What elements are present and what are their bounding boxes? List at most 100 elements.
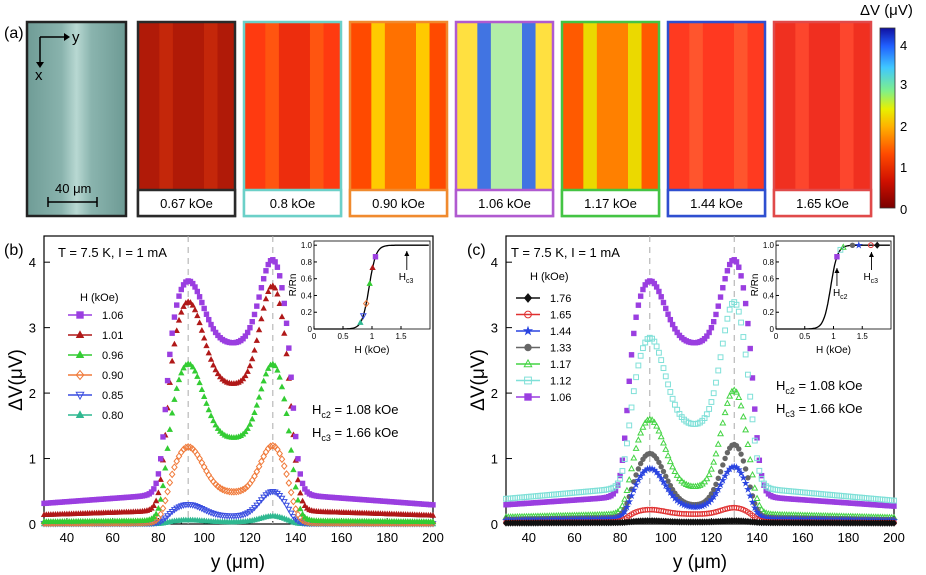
data-point: [635, 302, 642, 308]
data-point: [171, 396, 178, 402]
data-point: [258, 285, 265, 291]
data-point: [256, 294, 262, 300]
legend-marker: [75, 369, 85, 381]
data-point: [253, 502, 261, 509]
data-point: [153, 480, 159, 487]
legend-label: 1.76: [550, 293, 571, 305]
data-point: [274, 366, 281, 373]
data-point: [749, 416, 756, 423]
map-edge-band: [689, 22, 703, 190]
legend-marker: [524, 310, 532, 319]
data-point: [178, 369, 185, 376]
data-point: [297, 505, 304, 512]
data-point: [155, 471, 162, 477]
data-point: [637, 293, 644, 299]
data-point: [166, 426, 174, 432]
field-annotation: Hc2 = 1.08 kOe Hc3 = 1.66 kOe: [776, 378, 862, 419]
x-tick-label: 40: [522, 530, 536, 545]
data-point: [193, 503, 201, 511]
data-point: [214, 425, 222, 431]
data-point: [248, 507, 256, 514]
data-point: [160, 434, 166, 440]
data-point: [752, 406, 758, 412]
data-point: [717, 429, 725, 437]
y-ticks: 0 1 2 3 4: [491, 255, 512, 532]
data-point: [657, 474, 666, 482]
legend-entry: 0.96: [68, 350, 123, 362]
y-tick-label: 4: [491, 255, 498, 270]
y-ticks: 0 1 2 3 4: [29, 255, 50, 532]
x-axis-label: y (μm): [673, 552, 727, 573]
legend-marker: [75, 330, 85, 339]
data-point: [276, 373, 283, 380]
legend: H (kOe) 1.06 1.01 0.96 0.90 0.85 0.80: [68, 292, 123, 422]
inset-x-tick-label: 1.5: [395, 332, 407, 341]
data-point: [255, 393, 263, 400]
field-map: 0.8 kOe: [242, 20, 343, 218]
data-point: [739, 412, 747, 420]
map-center: [490, 22, 522, 190]
data-point: [203, 400, 210, 406]
data-point: [706, 406, 713, 412]
y-tick-label: 1: [491, 452, 498, 467]
data-point: [244, 425, 251, 431]
data-point: [159, 482, 167, 489]
map-edge-band: [583, 22, 597, 190]
data-point: [251, 505, 259, 512]
data-point: [669, 463, 677, 470]
inset-x-tick-label: 1: [831, 332, 836, 341]
data-point: [637, 460, 644, 467]
data-point: [178, 286, 184, 293]
y-tick-label: 2: [29, 386, 36, 401]
optical-image: y x 40 μm: [25, 20, 128, 218]
data-point: [196, 319, 203, 326]
data-point: [157, 510, 164, 519]
data-point: [733, 259, 740, 265]
data-point: [730, 386, 738, 393]
data-point: [281, 300, 287, 307]
y-axis-label: ΔV(μV): [468, 349, 489, 411]
data-point: [710, 390, 717, 397]
data-point: [639, 423, 647, 430]
data-point: [713, 311, 719, 318]
data-point: [733, 301, 740, 308]
data-point: [198, 506, 206, 513]
data-point: [207, 356, 215, 362]
data-point: [678, 477, 686, 484]
data-point: [260, 494, 268, 501]
data-point: [629, 485, 638, 494]
x-tick-label: 180: [376, 530, 398, 545]
legend-label: 0.85: [102, 390, 123, 402]
data-point: [205, 406, 212, 413]
data-point: [251, 346, 258, 353]
legend-entry: 1.17: [516, 358, 571, 371]
scale-bar-label: 40 μm: [55, 181, 91, 196]
data-point: [621, 456, 628, 463]
hc3-annotation: Hc3 = 1.66 kOe: [312, 425, 398, 443]
data-point: [247, 324, 253, 331]
data-point: [278, 495, 286, 503]
colorbar-tick: 2: [900, 119, 907, 134]
map-field-label: 0.90 kOe: [372, 196, 425, 211]
field-map: 0.67 kOe: [136, 20, 237, 218]
data-point: [155, 505, 162, 511]
data-point: [738, 451, 744, 457]
data-point: [617, 475, 624, 482]
y-tick-label: 2: [491, 386, 498, 401]
data-point: [292, 483, 299, 490]
data-point: [226, 487, 233, 496]
data-point: [706, 329, 712, 336]
data-point: [285, 427, 292, 434]
legend-entry: 0.90: [68, 369, 123, 382]
legend-marker: [76, 311, 84, 319]
inset-y-label: R/Rn: [288, 274, 299, 297]
data-point: [239, 375, 247, 382]
data-point: [294, 476, 302, 483]
data-point: [744, 440, 752, 447]
data-point: [625, 497, 634, 505]
data-point: [663, 305, 669, 312]
data-point: [631, 330, 637, 337]
data-point: [891, 503, 897, 509]
inset-x-tick-label: 0.5: [799, 332, 811, 341]
data-point: [301, 502, 309, 509]
